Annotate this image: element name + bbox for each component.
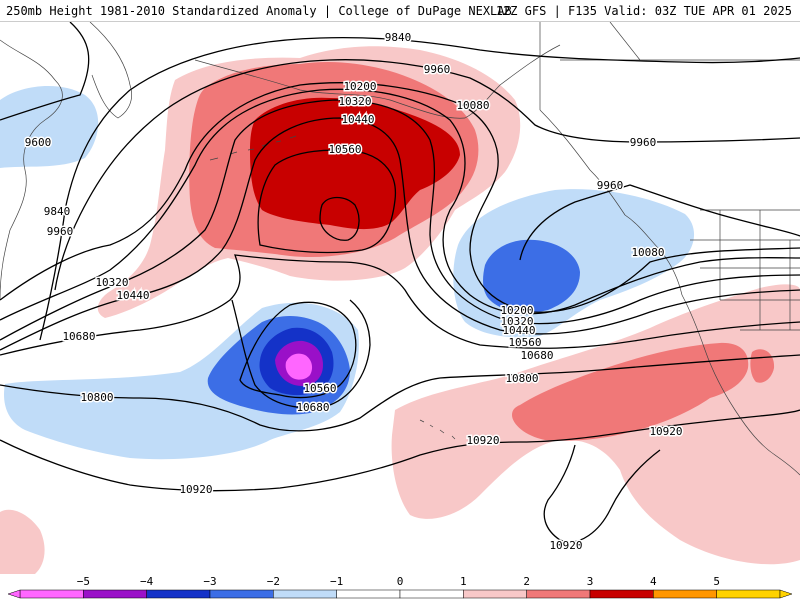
colorbar-swatch <box>19 589 84 599</box>
colorbar-tick-label: −3 <box>203 575 216 588</box>
colorbar-swatch <box>273 589 337 599</box>
anomaly-colorbar: −5 −4 −3 −2 −1 0 1 2 3 4 5 <box>0 574 800 600</box>
contour-label: 10920 <box>179 483 212 496</box>
map-title: 250mb Height 1981-2010 Standardized Anom… <box>6 4 512 18</box>
anomaly-region-pos2-southeast <box>512 342 749 441</box>
anomaly-shading <box>0 46 800 574</box>
colorbar-swatch <box>653 589 717 599</box>
colorbar-swatch <box>589 589 654 599</box>
contour-10680-inner <box>231 299 371 409</box>
contour-10440 <box>0 117 800 351</box>
anomaly-region-pos3-north <box>250 97 460 230</box>
contour-label: 10080 <box>456 99 489 112</box>
canada-border <box>539 22 800 110</box>
colorbar-swatch <box>83 589 147 599</box>
colorbar-swatch <box>209 589 274 599</box>
colorbar-tick-label: 1 <box>460 575 467 588</box>
contour-label: 10440 <box>341 113 374 126</box>
colorbar-extend-arrow <box>7 589 21 599</box>
hawaii-islands <box>419 419 456 440</box>
contour-label: 10800 <box>80 391 113 404</box>
contour-label: 10320 <box>338 95 371 108</box>
coastline-asia <box>0 39 63 301</box>
contour-9600 <box>0 22 90 121</box>
contour-10200 <box>0 88 800 321</box>
contour-label: 9840 <box>44 205 71 218</box>
colorbar-swatch <box>399 589 464 599</box>
contour-label: 10440 <box>502 324 535 337</box>
colorbar-swatch <box>336 589 401 599</box>
colorbar-extend-arrow <box>779 589 793 599</box>
contour-label: 9960 <box>424 63 451 76</box>
anomaly-region-neg5 <box>285 353 313 380</box>
coastline-alaska <box>194 44 561 119</box>
contour-10320 <box>0 99 800 341</box>
colorbar-swatch <box>146 589 211 599</box>
colorbar-tick-label: −5 <box>77 575 90 588</box>
colorbar-tick-label: −1 <box>330 575 343 588</box>
contour-10080 <box>0 82 800 313</box>
colorbar-tick-label: 5 <box>713 575 720 588</box>
contour-9960 <box>54 59 800 291</box>
state-borders <box>690 209 800 331</box>
colorbar-tick-label: 4 <box>650 575 657 588</box>
coastline-us-west <box>681 294 800 476</box>
contour-label: 10800 <box>505 372 538 385</box>
colorbar-swatch <box>526 589 591 599</box>
contour-label: 9960 <box>47 225 74 238</box>
contour-9840 <box>39 36 800 341</box>
colorbar-swatch <box>463 589 527 599</box>
colorbar-tick-label: 0 <box>397 575 404 588</box>
map-header: 250mb Height 1981-2010 Standardized Anom… <box>0 0 800 22</box>
contour-9960-trough <box>519 184 800 261</box>
contour-10560-north <box>319 196 360 241</box>
colorbar-tick-label: −4 <box>140 575 154 588</box>
anomaly-region-pos1-southwest <box>0 509 45 574</box>
coastline-kamchatka <box>89 22 132 119</box>
contour-label: 9960 <box>597 179 624 192</box>
contour-10920 <box>0 409 800 492</box>
contour-label: 10560 <box>508 336 541 349</box>
contour-10680-trough <box>0 254 800 356</box>
contour-label: 10920 <box>549 539 582 552</box>
contour-label: 10560 <box>328 143 361 156</box>
anomaly-region-neg1-west <box>0 85 99 168</box>
contour-label: 10560 <box>303 382 336 395</box>
contour-label: 10200 <box>343 80 376 93</box>
colorbar-tick-label: −2 <box>267 575 280 588</box>
colorbar-swatch <box>716 589 781 599</box>
contour-label: 10680 <box>520 349 553 362</box>
contour-label: 10080 <box>631 246 664 259</box>
colorbar-tick-label: 2 <box>523 575 530 588</box>
contour-label: 10440 <box>116 289 149 302</box>
coastline-bc <box>539 109 683 296</box>
contour-label: 9600 <box>25 136 52 149</box>
colorbar-ticks: −5 −4 −3 −2 −1 0 1 2 3 4 5 <box>77 575 720 588</box>
contour-label: 9840 <box>385 31 412 44</box>
colorbar-tick-label: 3 <box>587 575 594 588</box>
contour-label: 10680 <box>62 330 95 343</box>
contour-label: 10920 <box>466 434 499 447</box>
contour-label: 10320 <box>95 276 128 289</box>
colorbar-swatches <box>7 589 793 599</box>
contour-label: 9960 <box>630 136 657 149</box>
contour-label: 10680 <box>296 401 329 414</box>
height-contours <box>0 22 800 543</box>
contour-label: 10320 <box>500 315 533 328</box>
contour-10560 <box>257 149 397 254</box>
contour-label: 10200 <box>500 304 533 317</box>
aleutian-islands <box>209 135 297 161</box>
anomaly-region-neg2-east <box>483 239 580 313</box>
contour-10920-south <box>543 444 661 543</box>
contour-10800 <box>0 354 800 432</box>
contour-10560-trough <box>239 301 357 399</box>
model-run-info: 12Z GFS | F135 Valid: 03Z TUE APR 01 202… <box>495 4 792 18</box>
contour-label: 10920 <box>649 425 682 438</box>
